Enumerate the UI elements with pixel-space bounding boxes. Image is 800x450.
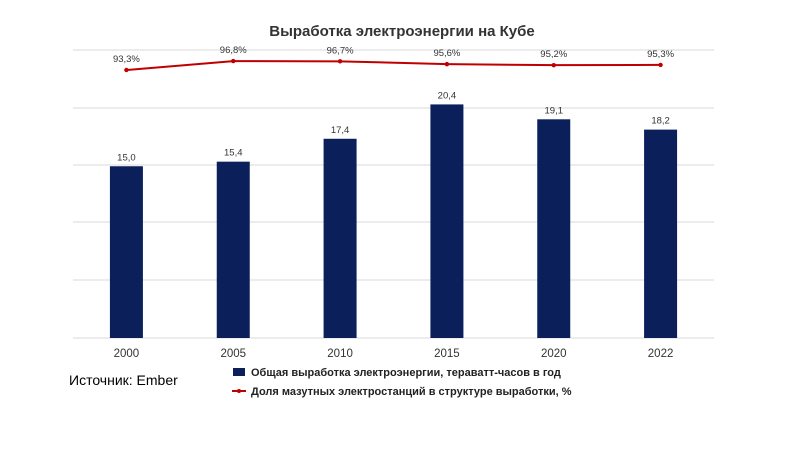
- line-point: [124, 67, 129, 73]
- line-data-label: 95,2%: [540, 49, 567, 60]
- bar-series: [109, 104, 678, 339]
- bar-data-label: 18,2: [651, 116, 670, 127]
- bar-data-label: 15,4: [224, 148, 243, 159]
- bar-data-label: 19,1: [545, 105, 564, 116]
- source-note: Источник: Ember: [69, 372, 178, 388]
- grid-lines: [73, 49, 714, 339]
- bar: [323, 138, 357, 338]
- legend-label-bars: Общая выработка электроэнергии, тераватт…: [251, 367, 561, 379]
- line-point: [551, 62, 556, 68]
- x-tick-label: 2022: [648, 348, 674, 360]
- line-data-label: 95,3%: [647, 49, 674, 60]
- line-data-label: 96,8%: [220, 45, 247, 56]
- line-data-label: 95,6%: [433, 48, 460, 59]
- chart-title: Выработка электроэнергии на Кубе: [269, 23, 535, 40]
- bar: [430, 104, 464, 338]
- bar-data-labels: 15,0 15,4 17,4 20,4 19,1 18,2: [117, 90, 670, 163]
- line-series: [124, 58, 663, 73]
- line-path: [126, 60, 661, 71]
- line-point: [231, 58, 236, 64]
- bar-data-label: 20,4: [438, 90, 457, 101]
- line-data-label: 96,7%: [327, 45, 354, 56]
- line-point: [337, 59, 343, 64]
- x-tick-label: 2010: [327, 348, 353, 360]
- bar-data-label: 15,0: [117, 152, 136, 163]
- bar: [644, 129, 678, 338]
- line-point: [658, 62, 663, 68]
- legend-label-line: Доля мазутных электростанций в структуре…: [251, 386, 572, 398]
- legend-swatch-bars: [233, 368, 245, 376]
- line-data-labels: 93,3% 96,8% 96,7% 95,6% 95,2% 95,3%: [113, 45, 675, 65]
- x-tick-label: 2000: [114, 348, 140, 360]
- x-axis-ticks: 2000 2005 2010 2015 2020 2022: [114, 348, 674, 360]
- legend-swatch-marker: [237, 389, 241, 393]
- legend: Общая выработка электроэнергии, тераватт…: [232, 367, 572, 398]
- line-data-label: 93,3%: [113, 54, 140, 65]
- x-tick-label: 2015: [434, 348, 460, 360]
- x-tick-label: 2020: [541, 348, 567, 360]
- bar: [216, 161, 250, 338]
- x-tick-label: 2005: [220, 348, 246, 360]
- line-point: [444, 61, 450, 67]
- bar: [109, 166, 143, 338]
- bar: [537, 119, 571, 339]
- bar-data-label: 17,4: [331, 125, 350, 136]
